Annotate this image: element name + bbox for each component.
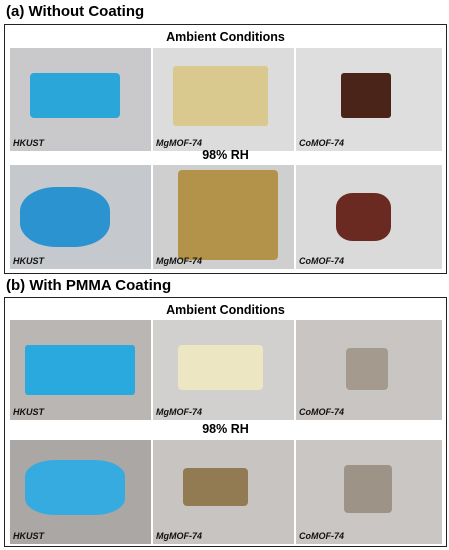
panel-frame [4, 24, 447, 274]
panel-title: (b) With PMMA Coating [6, 277, 172, 294]
sample-label: MgMOF-74 [156, 256, 202, 266]
sample-label: MgMOF-74 [156, 407, 202, 417]
sample-label: MgMOF-74 [156, 138, 202, 148]
sample-photo: HKUST [10, 320, 151, 420]
sample-label: CoMOF-74 [299, 407, 344, 417]
sample-piece [344, 465, 392, 513]
sample-piece [336, 193, 391, 241]
sample-piece [178, 345, 263, 390]
sample-photo: HKUST [10, 48, 151, 151]
sample-label: HKUST [13, 407, 44, 417]
sample-photo: CoMOF-74 [296, 320, 442, 420]
panel-title: (a) Without Coating [6, 3, 145, 20]
sample-photo: HKUST [10, 165, 151, 269]
condition-label: 98% RH [202, 148, 249, 162]
sample-piece [346, 348, 388, 390]
sample-piece [20, 187, 110, 247]
sample-label: CoMOF-74 [299, 256, 344, 266]
condition-label: Ambient Conditions [166, 30, 285, 44]
sample-label: CoMOF-74 [299, 138, 344, 148]
sample-label: CoMOF-74 [299, 531, 344, 541]
sample-photo: CoMOF-74 [296, 165, 442, 269]
sample-photo: MgMOF-74 [153, 48, 294, 151]
sample-photo: CoMOF-74 [296, 440, 442, 544]
sample-photo: HKUST [10, 440, 151, 544]
panel-frame [4, 297, 447, 547]
sample-photo: CoMOF-74 [296, 48, 442, 151]
sample-piece [173, 66, 268, 126]
sample-piece [178, 170, 278, 260]
condition-label: Ambient Conditions [166, 303, 285, 317]
sample-photo: MgMOF-74 [153, 320, 294, 420]
sample-piece [25, 345, 135, 395]
sample-label: MgMOF-74 [156, 531, 202, 541]
sample-photo: MgMOF-74 [153, 440, 294, 544]
condition-label: 98% RH [202, 422, 249, 436]
sample-piece [30, 73, 120, 118]
sample-label: HKUST [13, 256, 44, 266]
sample-photo: MgMOF-74 [153, 165, 294, 269]
sample-piece [341, 73, 391, 118]
sample-piece [25, 460, 125, 515]
sample-label: HKUST [13, 138, 44, 148]
sample-piece [183, 468, 248, 506]
sample-label: HKUST [13, 531, 44, 541]
